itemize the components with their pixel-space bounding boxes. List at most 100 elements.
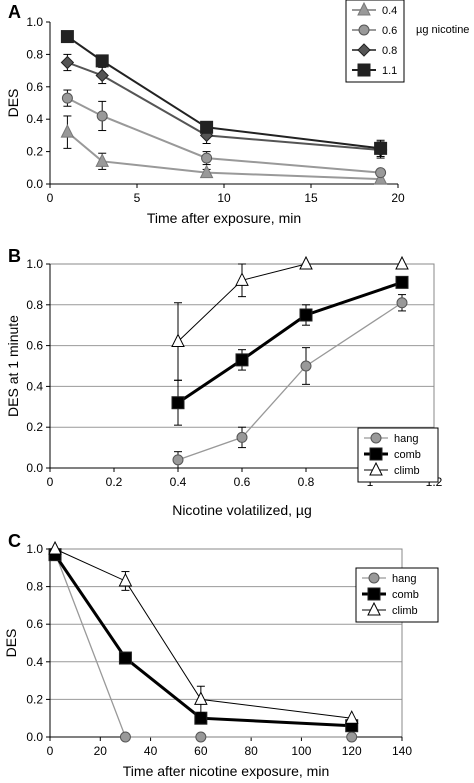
legend: hang comb climb: [357, 427, 439, 483]
x-tick-label: 0.8: [298, 475, 315, 489]
legend-marker: [369, 461, 383, 476]
y-tick-label: 0.8: [26, 298, 43, 312]
x-tick-label: 80: [244, 744, 258, 758]
data-point: [235, 272, 249, 286]
data-point: [299, 255, 313, 270]
series-line: [54, 552, 352, 738]
y-tick-label: 0.6: [26, 80, 43, 94]
data-point: [60, 124, 75, 138]
data-point: [95, 68, 109, 83]
legend-label: 0.8: [382, 45, 397, 57]
data-point: [195, 731, 207, 743]
data-point: [61, 92, 73, 104]
x-tick-label: 0: [47, 744, 54, 758]
panel-a: A 0.0 0.2 0.4 0.6 0.8 1.0 0 5 10 15 20 Time after ex…: [5, 0, 469, 226]
y-tick-label: 0.6: [26, 617, 43, 631]
y-axis-title: DES: [3, 629, 19, 658]
x-tick-label: 10: [217, 191, 231, 205]
x-tick-label: 140: [392, 744, 412, 758]
data-point: [194, 691, 208, 705]
series-line: [177, 280, 403, 404]
data-point: [171, 396, 185, 410]
panel-letter: B: [8, 246, 21, 266]
y-tick-label: 0.4: [26, 655, 43, 669]
series-line: [67, 61, 381, 151]
x-tick-label: 120: [342, 744, 362, 758]
data-point: [118, 572, 133, 587]
y-tick-label: 0.4: [26, 379, 43, 393]
y-tick-label: 0.6: [26, 339, 43, 353]
data-point: [375, 167, 387, 179]
data-point: [235, 353, 249, 367]
legend: 0.4 0.6 0.8 1.1 µg nicotine: [345, 0, 469, 83]
data-point: [95, 54, 109, 68]
x-tick-label: 40: [144, 744, 158, 758]
data-point: [344, 710, 359, 724]
data-point: [201, 152, 213, 164]
legend-label: comb: [392, 589, 419, 601]
legend-label: hang: [392, 573, 416, 585]
legend-marker: [358, 24, 370, 36]
x-tick-label: 0: [47, 475, 54, 489]
data-point: [299, 308, 313, 322]
x-axis-title: Nicotine volatilized, µg: [172, 502, 312, 518]
legend-marker: [368, 572, 380, 584]
legend-marker: [369, 447, 383, 461]
series-1.1: [60, 30, 388, 157]
series-0.4: [60, 115, 388, 185]
y-tick-label: 0.0: [26, 177, 43, 191]
data-point: [171, 333, 185, 348]
x-tick-label: 0.2: [106, 475, 123, 489]
y-tick-label: 0.2: [26, 692, 43, 706]
series-line: [66, 131, 381, 181]
legend-label: 0.6: [382, 25, 397, 37]
series-hang: [172, 294, 408, 469]
legend: hang comb climb: [355, 567, 439, 623]
data-point: [395, 275, 409, 289]
panel-c: C 0.0 0.2 0.4 0.6 0.8 1.0 0 20 40 60 80 100 120 140 Tim…: [3, 531, 439, 779]
x-tick-label: 0.6: [234, 475, 251, 489]
legend-marker: [367, 587, 381, 601]
legend-label: hang: [394, 433, 418, 445]
data-point: [48, 540, 62, 555]
y-tick-label: 1.0: [26, 257, 43, 271]
x-tick-label: 5: [134, 191, 141, 205]
y-tick-label: 1.0: [26, 15, 43, 29]
x-tick-label: 60: [194, 744, 208, 758]
series-line: [54, 548, 352, 719]
x-tick-label: 20: [94, 744, 108, 758]
series-climb: [48, 540, 359, 724]
y-axis-title: DES at 1 minute: [5, 315, 21, 417]
y-tick-label: 0.8: [26, 47, 43, 61]
x-axis-title: Time after exposure, min: [147, 210, 301, 226]
data-point: [172, 454, 184, 466]
series-line: [53, 553, 352, 728]
x-tick-label: 0: [47, 191, 54, 205]
panel-b: B0.00.20.40.60.81.000.20.40.60.811.2Nico…: [5, 246, 443, 518]
series-line: [177, 263, 402, 342]
data-point: [300, 360, 312, 372]
data-point: [396, 297, 408, 309]
data-point: [199, 164, 214, 179]
legend-box: [345, 0, 405, 83]
legend-marker: [370, 432, 382, 444]
series-line: [66, 97, 381, 174]
y-tick-label: 0.2: [26, 420, 43, 434]
data-point: [395, 255, 409, 270]
x-tick-label: 0.4: [170, 475, 187, 489]
legend-marker: [357, 63, 371, 77]
series-comb: [171, 275, 409, 426]
legend-marker: [357, 43, 371, 57]
legend-label: climb: [394, 465, 420, 477]
y-axis-title: DES: [5, 89, 21, 118]
series-climb: [171, 255, 409, 381]
panel-letter: C: [8, 531, 21, 551]
data-point: [96, 110, 108, 122]
data-point: [95, 153, 110, 167]
data-point: [200, 120, 214, 134]
legend-title: µg nicotine: [416, 24, 469, 36]
legend-marker: [367, 601, 381, 616]
panel-letter: A: [8, 2, 21, 22]
data-point: [60, 55, 75, 70]
